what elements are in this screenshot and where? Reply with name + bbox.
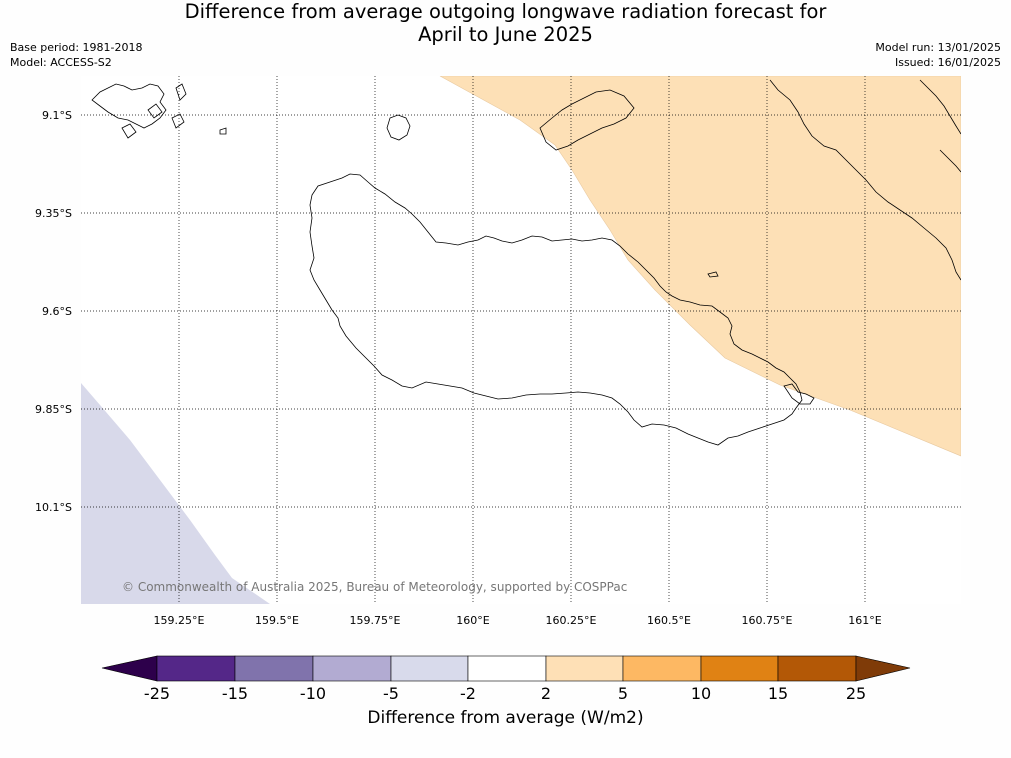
colorbar-segment: [390, 655, 469, 682]
gridlines: [81, 76, 961, 604]
coast-malaita-east: [769, 79, 961, 281]
colorbar-tick: 15: [768, 684, 788, 703]
info-right: Model run: 13/01/2025 Issued: 16/01/2025: [875, 40, 1001, 70]
copyright-notice: © Commonwealth of Australia 2025, Bureau…: [122, 580, 628, 594]
lon-label: 161°E: [848, 614, 881, 627]
lat-label: 9.6°S: [42, 305, 72, 318]
anomaly-region-positive: [439, 76, 961, 457]
latitude-labels: 9.1°S 9.35°S 9.6°S 9.85°S 10.1°S: [35, 109, 72, 514]
lon-label: 160.5°E: [647, 614, 691, 627]
lat-label: 10.1°S: [35, 501, 72, 514]
model-run: Model run: 13/01/2025: [875, 41, 1001, 54]
colorbar-segment: [700, 655, 779, 682]
colorbar-tick: -15: [222, 684, 248, 703]
coast-marau-islets: [783, 383, 815, 405]
colorbar-tick: -10: [300, 684, 326, 703]
colorbar: [101, 655, 911, 682]
colorbar-segment: [622, 655, 702, 682]
longitude-labels: 159.25°E 159.5°E 159.75°E 160°E 160.25°E…: [154, 614, 882, 627]
colorbar-tick: 5: [618, 684, 628, 703]
lat-label: 9.35°S: [35, 207, 72, 220]
coast-malaita-west: [539, 89, 635, 151]
coast-malaita-northeast: [919, 79, 961, 173]
colorbar-tick: 25: [846, 684, 866, 703]
map-area: [81, 76, 961, 604]
map-title-line2: April to June 2025: [418, 23, 593, 46]
coastlines: [91, 79, 961, 446]
issued-date: Issued: 16/01/2025: [894, 56, 1001, 69]
info-left: Base period: 1981-2018 Model: ACCESS-S2: [10, 40, 142, 70]
base-period: Base period: 1981-2018: [10, 41, 143, 54]
colorbar-tick: 10: [691, 684, 711, 703]
colorbar-tick: -5: [383, 684, 399, 703]
colorbar-arrow-right: [855, 655, 911, 682]
colorbar-arrow-left: [101, 655, 158, 682]
coast-guadalcanal: [309, 173, 803, 446]
lon-label: 159.25°E: [154, 614, 205, 627]
colorbar-segment: [545, 655, 624, 682]
colorbar-ticks: -25 -15 -10 -5 -2 2 5 10 15 25: [144, 684, 866, 703]
model-name: Model: ACCESS-S2: [10, 56, 112, 69]
lon-label: 159.75°E: [350, 614, 401, 627]
colorbar-tick: 2: [541, 684, 551, 703]
colorbar-segment: [234, 655, 314, 682]
map-title: Difference from average outgoing longwav…: [0, 0, 1011, 46]
lon-label: 160.75°E: [742, 614, 793, 627]
map-title-line1: Difference from average outgoing longwav…: [184, 0, 827, 23]
coast-savo: [386, 114, 411, 141]
coast-florida-islands: [91, 83, 227, 139]
colorbar-segment: [777, 655, 857, 682]
colorbar-segment: [467, 655, 547, 682]
lat-label: 9.1°S: [42, 109, 72, 122]
coast-small-islet: [707, 271, 719, 278]
colorbar-tick: -25: [144, 684, 170, 703]
lon-label: 160.25°E: [546, 614, 597, 627]
lat-label: 9.85°S: [35, 403, 72, 416]
colorbar-segment: [312, 655, 392, 682]
lon-label: 159.5°E: [255, 614, 299, 627]
colorbar-segment: [156, 655, 236, 682]
colorbar-tick: -2: [460, 684, 476, 703]
lon-label: 160°E: [456, 614, 489, 627]
colorbar-title: Difference from average (W/m2): [367, 708, 644, 728]
anomaly-region-negative: [81, 383, 270, 604]
